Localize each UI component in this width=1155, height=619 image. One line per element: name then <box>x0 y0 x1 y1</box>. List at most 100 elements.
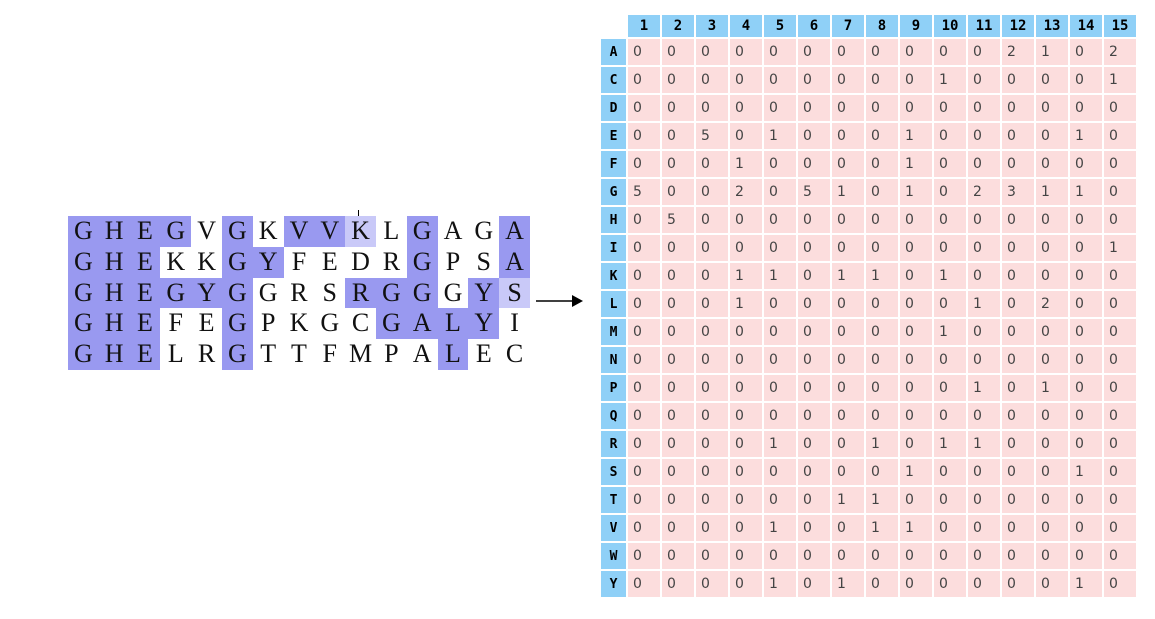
residue: H <box>98 308 130 340</box>
matrix-cell: 0 <box>1002 515 1034 541</box>
residue: E <box>129 277 161 309</box>
residue: K <box>258 216 278 245</box>
matrix-cell: 0 <box>832 207 864 233</box>
residue: P <box>260 308 276 338</box>
matrix-cell: 0 <box>628 515 660 541</box>
matrix-cell: 0 <box>934 459 966 485</box>
matrix-cell: 1 <box>968 431 1000 457</box>
matrix-cell: 0 <box>696 543 728 569</box>
matrix-cell: 1 <box>1070 459 1102 485</box>
row-header: G <box>601 179 626 205</box>
matrix-cell: 0 <box>696 431 728 457</box>
matrix-cell: 1 <box>1036 179 1068 205</box>
matrix-cell: 0 <box>662 347 694 373</box>
matrix-cell: 1 <box>832 571 864 597</box>
residue: H <box>98 277 130 309</box>
matrix-cell: 0 <box>1070 235 1102 261</box>
matrix-cell: 0 <box>662 571 694 597</box>
residue: K <box>197 246 216 276</box>
matrix-cell: 0 <box>696 151 728 177</box>
matrix-cell: 0 <box>1002 67 1034 93</box>
column-header: 10 <box>934 15 966 37</box>
matrix-cell: 0 <box>1070 319 1102 345</box>
matrix-cell: 0 <box>730 403 762 429</box>
row-header: V <box>601 515 626 541</box>
matrix-cell: 0 <box>866 95 898 121</box>
residue: V <box>314 216 346 247</box>
matrix-cell: 0 <box>798 403 830 429</box>
matrix-cell: 0 <box>1070 39 1102 65</box>
matrix-cell: 0 <box>1002 151 1034 177</box>
matrix-cell: 0 <box>662 235 694 261</box>
residue: H <box>98 246 130 278</box>
matrix-cell: 0 <box>628 39 660 65</box>
alignment-tick-mark <box>358 210 359 216</box>
residue: A <box>406 308 438 340</box>
residue: S <box>499 277 530 309</box>
matrix-cell: 0 <box>662 263 694 289</box>
matrix-cell: 0 <box>764 459 796 485</box>
matrix-cell: 0 <box>1070 263 1102 289</box>
residue: L <box>383 216 400 245</box>
residue: G <box>160 277 192 309</box>
matrix-cell: 0 <box>628 571 660 597</box>
matrix-cell: 0 <box>1104 151 1136 177</box>
row-header: H <box>601 207 626 233</box>
matrix-cell: 0 <box>1104 571 1136 597</box>
matrix-cell: 0 <box>798 431 830 457</box>
matrix-cell: 0 <box>934 571 966 597</box>
column-header: 13 <box>1036 15 1068 37</box>
matrix-cell: 0 <box>730 431 762 457</box>
matrix-cell: 0 <box>900 291 932 317</box>
matrix-cell: 0 <box>900 431 932 457</box>
matrix-cell: 1 <box>730 263 762 289</box>
matrix-cell: 0 <box>832 375 864 401</box>
matrix-cell: 0 <box>1070 543 1102 569</box>
column-header: 15 <box>1104 15 1136 37</box>
matrix-cell: 0 <box>900 67 932 93</box>
matrix-cell: 0 <box>696 459 728 485</box>
column-header: 8 <box>866 15 898 37</box>
matrix-cell: 0 <box>968 487 1000 513</box>
matrix-cell: 2 <box>1036 291 1068 317</box>
matrix-cell: 0 <box>798 235 830 261</box>
matrix-cell: 0 <box>764 403 796 429</box>
matrix-cell: 0 <box>1036 235 1068 261</box>
matrix-cell: 0 <box>1070 431 1102 457</box>
matrix-cell: 0 <box>628 263 660 289</box>
matrix-cell: 1 <box>832 179 864 205</box>
matrix-cell: 0 <box>696 67 728 93</box>
row-header: F <box>601 151 626 177</box>
matrix-cell: 0 <box>764 487 796 513</box>
column-header: 1 <box>628 15 660 37</box>
column-header: 2 <box>662 15 694 37</box>
matrix-cell: 0 <box>968 67 1000 93</box>
matrix-cell: 0 <box>1104 375 1136 401</box>
matrix-cell: 1 <box>764 263 796 289</box>
matrix-cell: 0 <box>764 151 796 177</box>
matrix-cell: 0 <box>764 291 796 317</box>
matrix-cell: 0 <box>1104 347 1136 373</box>
residue: Y <box>252 246 284 278</box>
residue: D <box>351 246 370 276</box>
matrix-cell: 0 <box>1104 291 1136 317</box>
matrix-cell: 0 <box>1002 347 1034 373</box>
matrix-cell: 0 <box>968 151 1000 177</box>
matrix-cell: 0 <box>934 95 966 121</box>
residue: G <box>68 339 99 370</box>
column-header: 11 <box>968 15 1000 37</box>
matrix-cell: 0 <box>696 179 728 205</box>
matrix-cell: 0 <box>764 347 796 373</box>
matrix-cell: 0 <box>832 291 864 317</box>
matrix-cell: 0 <box>1104 403 1136 429</box>
matrix-cell: 0 <box>1070 95 1102 121</box>
matrix-cell: 1 <box>900 515 932 541</box>
column-header: 5 <box>764 15 796 37</box>
residue: L <box>437 308 469 340</box>
matrix-cell: 2 <box>1104 39 1136 65</box>
matrix-cell: 2 <box>968 179 1000 205</box>
